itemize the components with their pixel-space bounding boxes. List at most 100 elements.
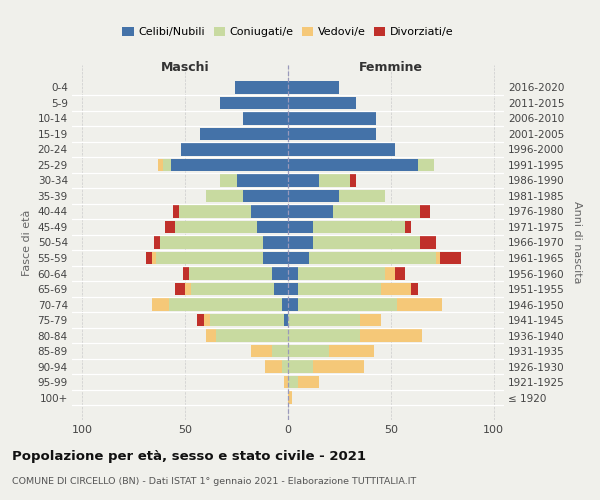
Bar	[185, 282, 191, 296]
Bar	[200, 128, 288, 140]
Bar	[288, 360, 313, 373]
Bar	[340, 190, 385, 202]
Bar	[313, 236, 419, 249]
Legend: Celibi/Nubili, Coniugati/e, Vedovi/e, Divorziati/e: Celibi/Nubili, Coniugati/e, Vedovi/e, Di…	[120, 24, 456, 40]
Bar	[360, 314, 380, 326]
Bar	[183, 267, 189, 280]
Bar	[288, 96, 356, 110]
Bar	[288, 267, 298, 280]
Text: Maschi: Maschi	[161, 60, 209, 74]
Bar	[169, 298, 282, 311]
Bar	[397, 298, 442, 311]
Bar	[146, 252, 152, 264]
Bar	[220, 174, 236, 187]
Bar	[251, 344, 272, 358]
Bar	[319, 174, 350, 187]
Bar	[440, 252, 461, 264]
Bar	[179, 205, 251, 218]
Bar	[385, 267, 395, 280]
Bar	[220, 96, 288, 110]
Bar	[171, 158, 288, 172]
Bar	[288, 158, 418, 172]
Bar	[395, 267, 405, 280]
Bar	[265, 360, 282, 373]
Bar	[152, 252, 157, 264]
Bar	[272, 267, 288, 280]
Y-axis label: Anni di nascita: Anni di nascita	[572, 201, 581, 284]
Bar	[288, 236, 313, 249]
Bar	[160, 236, 263, 249]
Bar	[288, 174, 319, 187]
Bar	[288, 314, 360, 326]
Bar	[288, 376, 298, 388]
Bar	[298, 282, 380, 296]
Bar	[284, 376, 288, 388]
Bar	[288, 112, 376, 125]
Bar	[418, 158, 434, 172]
Bar	[288, 282, 298, 296]
Bar	[329, 344, 374, 358]
Bar	[282, 298, 288, 311]
Bar	[412, 282, 418, 296]
Bar	[288, 143, 395, 156]
Bar	[360, 329, 422, 342]
Bar	[288, 128, 376, 140]
Bar	[157, 252, 263, 264]
Bar	[288, 391, 292, 404]
Bar	[152, 298, 169, 311]
Bar	[288, 81, 340, 94]
Bar	[163, 158, 171, 172]
Bar	[405, 220, 412, 234]
Text: Popolazione per età, sesso e stato civile - 2021: Popolazione per età, sesso e stato civil…	[12, 450, 366, 463]
Bar	[243, 112, 288, 125]
Bar	[263, 236, 288, 249]
Bar	[235, 81, 288, 94]
Bar	[288, 220, 313, 234]
Bar	[288, 190, 340, 202]
Bar	[257, 220, 288, 234]
Bar	[158, 158, 163, 172]
Bar	[313, 220, 405, 234]
Bar	[263, 252, 288, 264]
Bar	[210, 314, 284, 326]
Bar	[333, 205, 419, 218]
Bar	[243, 190, 288, 202]
Bar	[164, 220, 175, 234]
Bar	[288, 329, 360, 342]
Bar	[380, 282, 412, 296]
Bar	[288, 298, 298, 311]
Bar	[272, 344, 288, 358]
Bar	[308, 252, 436, 264]
Text: Femmine: Femmine	[359, 60, 423, 74]
Bar	[197, 314, 203, 326]
Bar	[284, 314, 288, 326]
Bar	[274, 282, 288, 296]
Bar	[288, 344, 329, 358]
Bar	[154, 236, 160, 249]
Bar	[175, 282, 185, 296]
Bar	[175, 220, 257, 234]
Bar	[203, 314, 210, 326]
Bar	[181, 143, 288, 156]
Bar	[206, 329, 216, 342]
Text: COMUNE DI CIRCELLO (BN) - Dati ISTAT 1° gennaio 2021 - Elaborazione TUTTITALIA.I: COMUNE DI CIRCELLO (BN) - Dati ISTAT 1° …	[12, 478, 416, 486]
Bar	[298, 376, 319, 388]
Bar	[298, 267, 385, 280]
Bar	[350, 174, 356, 187]
Bar	[288, 252, 308, 264]
Bar	[189, 267, 272, 280]
Bar	[288, 205, 333, 218]
Bar	[206, 190, 243, 202]
Bar	[236, 174, 288, 187]
Bar	[419, 236, 436, 249]
Y-axis label: Fasce di età: Fasce di età	[22, 210, 32, 276]
Bar	[313, 360, 364, 373]
Bar	[216, 329, 288, 342]
Bar	[282, 360, 288, 373]
Bar	[251, 205, 288, 218]
Bar	[173, 205, 179, 218]
Bar	[419, 205, 430, 218]
Bar	[191, 282, 274, 296]
Bar	[436, 252, 440, 264]
Bar	[298, 298, 397, 311]
